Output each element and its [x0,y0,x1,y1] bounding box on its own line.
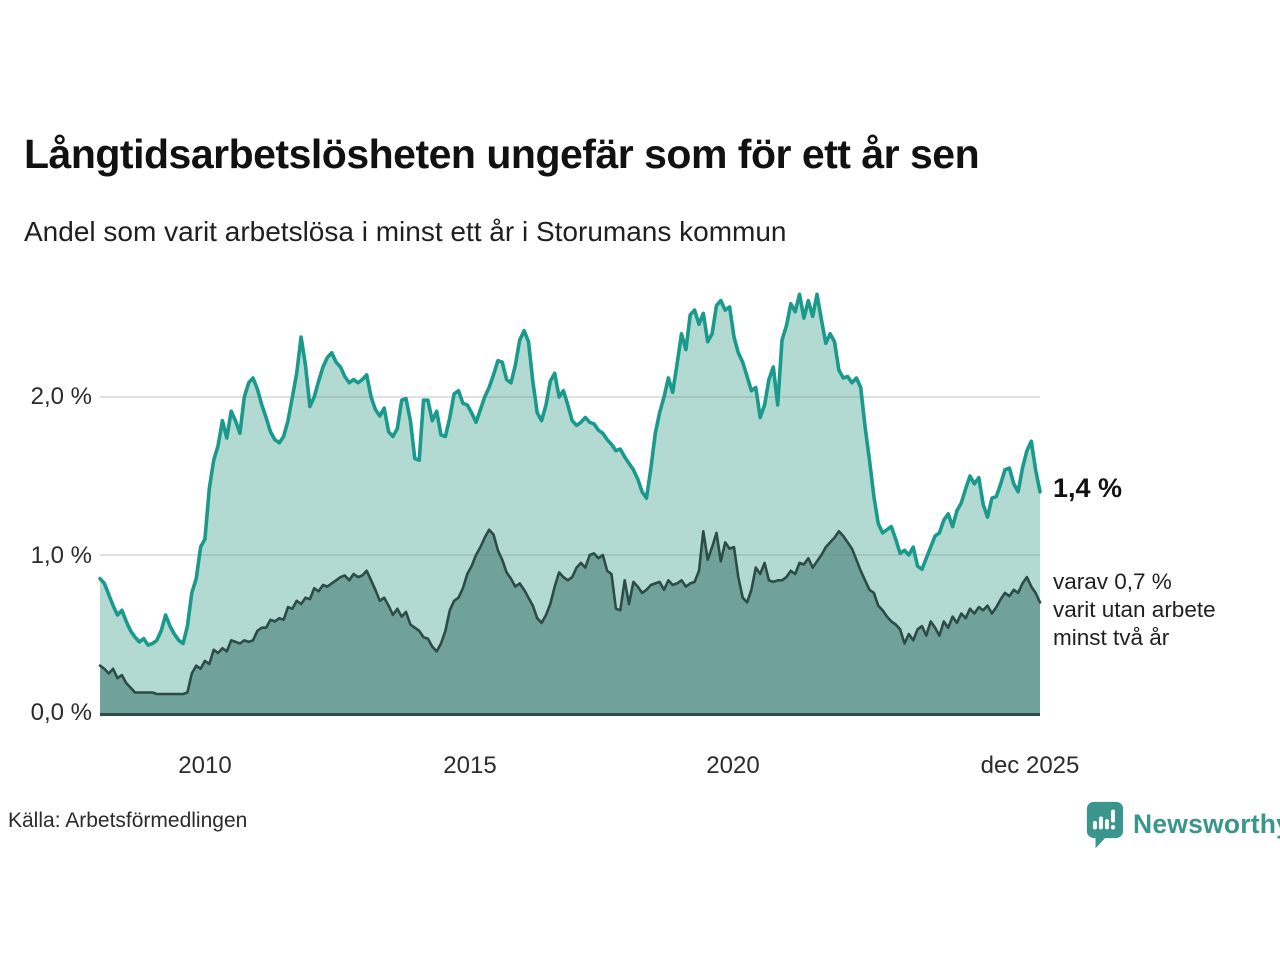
subset-note-line-3: minst två år [1053,625,1170,650]
source-credit: Källa: Arbetsförmedlingen [8,809,248,832]
newsworthy-wordmark: Newsworthy [1133,809,1280,839]
y-tick-2-0: 2,0 % [30,383,92,410]
area-fill-two-years [100,529,1040,713]
subset-note-line-1: varav 0,7 % [1053,569,1172,594]
page-title: Långtidsarbetslösheten ungefär som för e… [24,131,980,177]
subset-note-line-2: varit utan arbete [1053,597,1216,622]
page-subtitle: Andel som varit arbetslösa i minst ett å… [24,216,787,247]
x-tick-dec-2025: dec 2025 [980,752,1080,779]
y-tick-0-0: 0,0 % [30,699,92,726]
y-tick-1-0: 1,0 % [30,542,92,569]
subset-note: varav 0,7 % varit utan arbete minst två … [1053,568,1216,652]
gridlines [100,396,1040,556]
x-tick-2015: 2015 [443,752,497,779]
latest-value-label: 1,4 % [1053,473,1123,503]
series-line-two-years [98,528,1042,696]
x-tick-2020: 2020 [706,752,760,779]
x-tick-2010: 2010 [178,752,232,779]
logo-bar-chart-glyph [1092,809,1116,830]
newsworthy-logo-icon [1086,801,1124,849]
newsworthy-brand: Newsworthy [1086,801,1280,853]
series-line-one-year [98,292,1042,647]
